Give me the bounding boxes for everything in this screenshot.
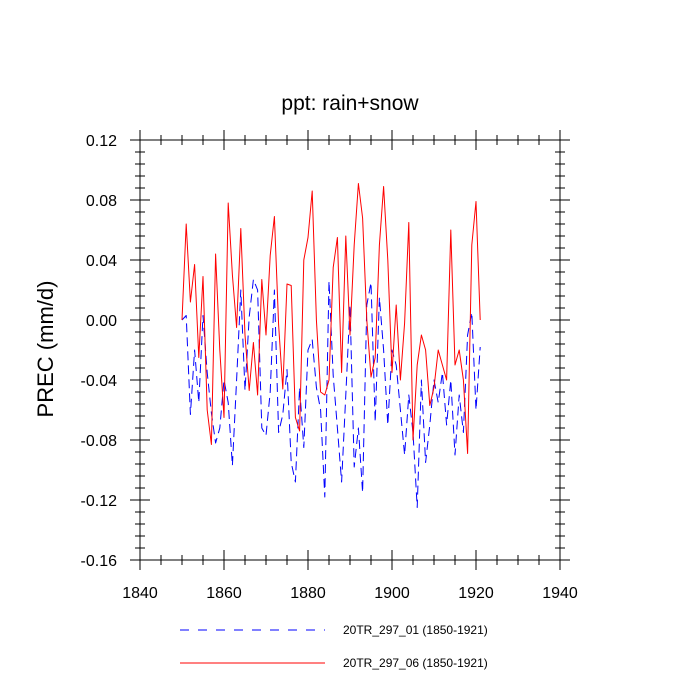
legend-label-series-1: 20TR_297_01 (1850-1921) (343, 623, 488, 637)
x-tick-label: 1860 (206, 585, 242, 602)
y-tick-label: 0.04 (86, 253, 117, 270)
plot-frame (139, 139, 561, 561)
series-line-2 (181, 183, 481, 454)
y-tick-label: -0.08 (81, 433, 118, 450)
y-tick-label: 0.00 (86, 313, 117, 330)
y-tick-labels: 0.12 0.08 0.04 0.00 -0.04 -0.08 -0.12 -0.16 (81, 133, 118, 570)
y-tick-label: 0.12 (86, 133, 117, 150)
y-tick-label: -0.12 (81, 493, 118, 510)
x-tick-label: 1880 (290, 585, 326, 602)
y-tick-label: -0.04 (81, 373, 118, 390)
y-tick-label: -0.16 (81, 553, 118, 570)
x-tick-label: 1900 (374, 585, 410, 602)
chart-title: ppt: rain+snow (281, 92, 419, 115)
x-tick-label: 1920 (458, 585, 494, 602)
series-layer (181, 183, 481, 508)
legend-label-series-2: 20TR_297_06 (1850-1921) (343, 656, 488, 670)
x-tick-labels: 1840 1860 1880 1900 1920 1940 (122, 585, 578, 602)
y-axis-label: PREC (mm/d) (33, 281, 58, 418)
x-tick-label: 1940 (542, 585, 578, 602)
legend: 20TR_297_01 (1850-1921) 20TR_297_06 (185… (180, 623, 488, 670)
axis-ticks (130, 130, 570, 570)
x-tick-label: 1840 (122, 585, 158, 602)
y-tick-label: 0.08 (86, 193, 117, 210)
